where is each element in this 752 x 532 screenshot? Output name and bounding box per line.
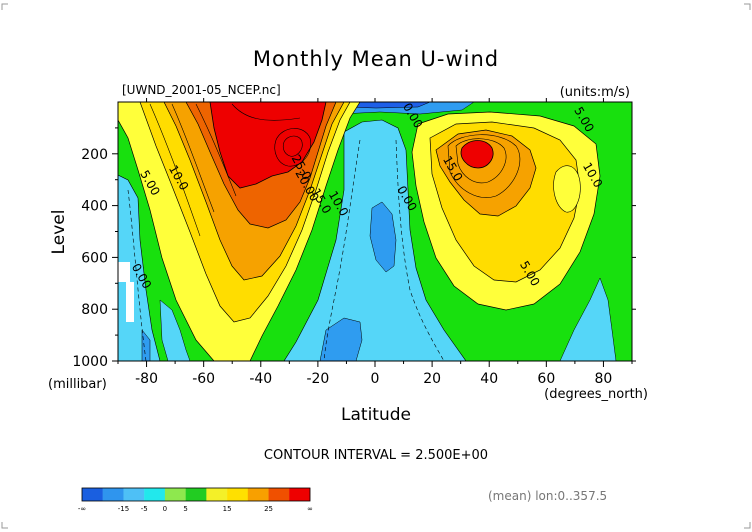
contour-interval-label: CONTOUR INTERVAL = 2.500E+00 — [264, 448, 488, 463]
colorbar-frame — [81, 487, 311, 502]
y-axis-ticks: 200 400 600 800 1000 — [72, 127, 636, 370]
jet-south-25 — [209, 102, 327, 189]
colorbar-swatch — [123, 488, 145, 501]
colorbar-swatch — [164, 488, 186, 501]
y-axis-units: (millibar) — [48, 377, 107, 392]
colorbar-swatch — [102, 488, 124, 501]
x-tick-label: -20 — [306, 371, 329, 387]
field-negative-right — [559, 277, 617, 361]
field-negative-left-inner — [159, 299, 191, 361]
colorbar-label: 5 — [183, 505, 187, 513]
y-tick-label: 400 — [81, 199, 108, 215]
colorbar-label: -∞ — [78, 505, 86, 513]
y-tick-label: 1000 — [72, 354, 108, 370]
x-axis-ticks: -80 -60 -40 -20 0 20 40 60 80 — [117, 98, 633, 387]
missing-data-column — [118, 262, 130, 282]
jet-north-inner-contours — [447, 134, 521, 198]
field-negative-patch-mid — [369, 201, 397, 273]
chart-title: Monthly Mean U-wind — [253, 47, 499, 71]
colorbar-swatch — [82, 488, 103, 501]
x-tick-label: 0 — [371, 371, 380, 387]
x-tick-label: 40 — [480, 371, 498, 387]
y-tick-label: 600 — [81, 250, 108, 266]
y-axis-label: Level — [49, 210, 69, 255]
x-tick-label: -60 — [192, 371, 215, 387]
colorbar-swatch — [227, 488, 249, 501]
y-tick-label: 200 — [81, 147, 108, 163]
corner-marks — [1, 3, 751, 529]
colorbar-label: ∞ — [307, 505, 313, 513]
x-tick-label: 60 — [537, 371, 555, 387]
jet-south-core-contours — [149, 103, 312, 237]
colorbar-label: 25 — [264, 505, 273, 513]
colorbar-swatch — [247, 488, 269, 501]
x-tick-label: -80 — [135, 371, 158, 387]
units-label: (units:m/s) — [560, 85, 630, 100]
mean-note: (mean) lon:0..357.5 — [488, 489, 607, 503]
colorbar: -∞ -15 -5 0 5 15 25 ∞ — [78, 487, 313, 513]
colorbar-label: -5 — [141, 505, 148, 513]
colorbar-label: 15 — [223, 505, 232, 513]
colorbar-swatch — [268, 488, 290, 501]
missing-data-column-lower — [126, 282, 134, 322]
field-negative-patch-left — [141, 329, 151, 361]
x-tick-label: 20 — [423, 371, 441, 387]
y-tick-label: 800 — [81, 302, 108, 318]
jet-north-20 — [460, 140, 494, 169]
colorbar-swatch — [185, 488, 207, 501]
x-tick-label: 80 — [595, 371, 613, 387]
colorbar-swatch — [144, 488, 166, 501]
field-negative-patch-low — [319, 317, 363, 361]
plot-area — [118, 102, 632, 361]
x-tick-label: -40 — [249, 371, 272, 387]
jet-north-north-minimum — [553, 165, 581, 213]
source-file-label: [UWND_2001-05_NCEP.nc] — [122, 83, 281, 97]
colorbar-label: 0 — [163, 505, 167, 513]
colorbar-label: -15 — [118, 505, 129, 513]
x-axis-label: Latitude — [341, 405, 411, 425]
colorbar-swatch — [289, 488, 311, 501]
negative-dashed-contours — [127, 139, 445, 361]
x-axis-units: (degrees_north) — [544, 387, 648, 402]
colorbar-swatch — [206, 488, 228, 501]
